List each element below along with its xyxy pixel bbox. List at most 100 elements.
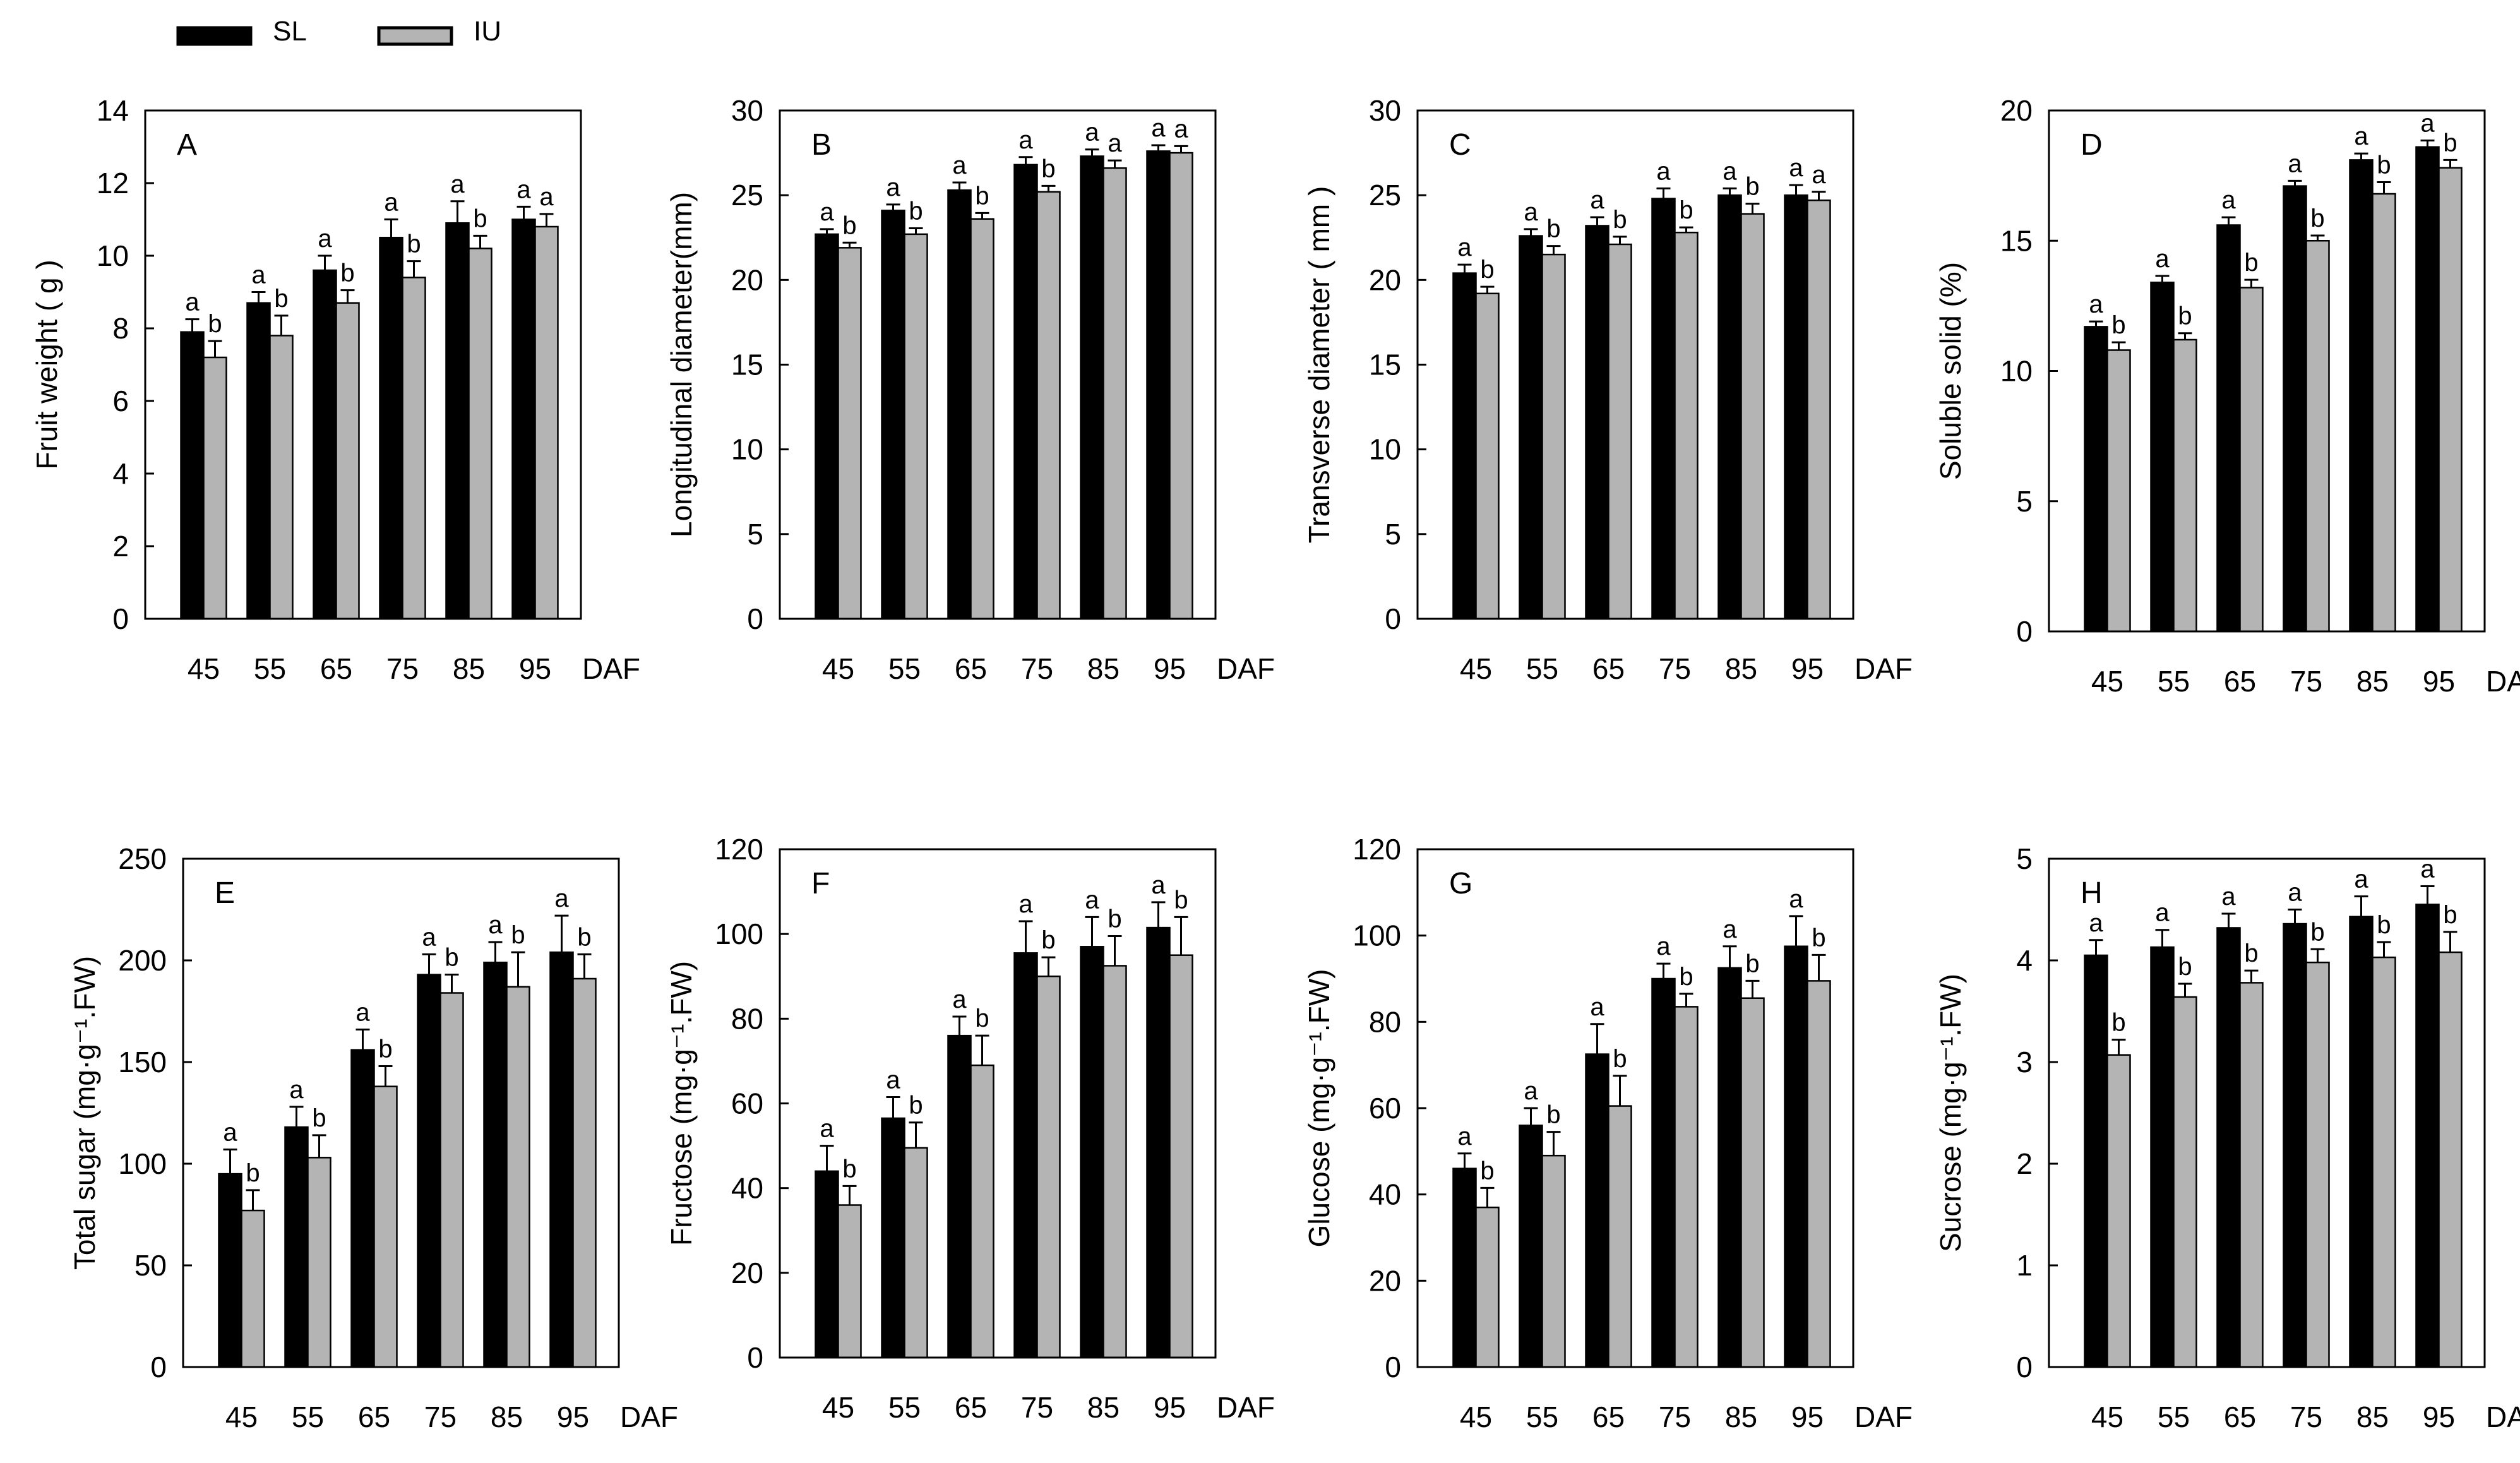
bar	[1519, 235, 1543, 620]
y-axis-title: Transverse diameter ( mm )	[1303, 186, 1335, 544]
y-tick-label: 60	[1369, 1092, 1401, 1125]
y-tick-label: 25	[1369, 179, 1401, 212]
x-tick-label: 65	[358, 1400, 390, 1433]
bar	[1651, 198, 1676, 620]
y-tick-label: 10	[731, 433, 763, 466]
y-tick-label: 30	[731, 94, 763, 127]
bar	[1452, 272, 1477, 620]
significance-letter: b	[2178, 953, 2192, 981]
legend-swatch-iu	[377, 26, 453, 46]
panel-label: H	[2081, 876, 2103, 910]
y-axis-title: Sucrose (mg·g⁻¹.FW)	[1934, 974, 1967, 1252]
significance-letter: a	[2089, 909, 2103, 937]
significance-letter: a	[1085, 886, 1099, 914]
significance-letter: b	[274, 285, 288, 313]
bar	[549, 951, 574, 1368]
bar	[904, 1147, 928, 1359]
significance-letter: b	[2443, 129, 2457, 157]
bar	[2216, 927, 2241, 1368]
bar	[468, 248, 493, 620]
y-axis-title: Fructose (mg·g⁻¹.FW)	[665, 961, 698, 1246]
bar	[2438, 951, 2463, 1368]
bar	[2305, 961, 2330, 1368]
y-tick-label: 40	[731, 1172, 763, 1205]
significance-letter: b	[1480, 256, 1494, 284]
x-tick-label: 75	[1021, 1391, 1053, 1424]
y-tick-label: 20	[731, 1257, 763, 1289]
significance-letter: b	[1174, 886, 1188, 914]
y-tick-label: 1	[2016, 1249, 2033, 1282]
y-tick-label: 5	[747, 518, 763, 551]
panel-label: B	[811, 128, 832, 162]
significance-letter: b	[1546, 215, 1560, 243]
bar	[2150, 282, 2175, 633]
y-tick-label: 10	[2000, 355, 2033, 388]
significance-letter: a	[2420, 855, 2435, 883]
bar	[335, 302, 360, 620]
significance-letter: b	[473, 205, 487, 232]
bar	[203, 356, 227, 620]
bar	[815, 233, 839, 620]
bar	[1717, 967, 1742, 1368]
bar	[1146, 926, 1171, 1359]
x-tick-label: 75	[424, 1400, 457, 1433]
x-tick-label: 55	[1526, 1400, 1558, 1433]
x-tick-label: 45	[2091, 1400, 2123, 1433]
x-tick-label: 65	[1592, 1400, 1625, 1433]
y-tick-label: 150	[118, 1046, 167, 1078]
y-tick-label: 2	[2016, 1147, 2033, 1180]
significance-letter: a	[1151, 871, 1166, 899]
x-axis-label: DAF	[2486, 665, 2520, 698]
bar	[1784, 945, 1808, 1368]
significance-letter: a	[1789, 154, 1803, 182]
bar	[2239, 982, 2264, 1368]
panel-h: aaaaaabbbbbb012345455565758595DAFHSucros…	[1934, 842, 2520, 1433]
significance-letter: a	[952, 986, 967, 1013]
y-tick-label: 20	[1369, 263, 1401, 296]
y-tick-label: 15	[731, 349, 763, 381]
panel-label: A	[177, 128, 197, 162]
bar	[2349, 916, 2374, 1368]
bar	[837, 247, 862, 620]
y-tick-label: 2	[112, 530, 129, 563]
y-tick-label: 15	[1369, 349, 1401, 381]
x-axis-label: DAF	[2486, 1400, 2520, 1433]
significance-letter: b	[2244, 249, 2258, 277]
bar	[1784, 194, 1808, 620]
significance-letter: a	[185, 289, 200, 316]
bar	[837, 1204, 862, 1359]
y-tick-label: 80	[1369, 1005, 1401, 1038]
bar	[2283, 185, 2307, 633]
y-axis-title: Fruit weight ( g )	[30, 260, 63, 469]
x-tick-label: 95	[1791, 1400, 1824, 1433]
legend-swatch-sl	[176, 26, 253, 46]
x-tick-label: 65	[320, 652, 352, 685]
x-tick-label: 85	[2356, 665, 2389, 698]
x-tick-label: 85	[491, 1400, 523, 1433]
significance-letter: a	[1789, 885, 1803, 913]
bar	[2372, 956, 2396, 1368]
significance-letter: b	[909, 197, 923, 225]
x-tick-label: 45	[822, 652, 854, 685]
bar	[1013, 952, 1038, 1359]
x-tick-label: 75	[2290, 665, 2322, 698]
x-tick-label: 95	[557, 1400, 589, 1433]
bar	[2084, 954, 2108, 1368]
significance-letter: a	[886, 1066, 900, 1094]
significance-letter: b	[2244, 940, 2258, 967]
bar	[1806, 199, 1831, 620]
panel-label: G	[1449, 867, 1472, 900]
bar	[572, 977, 597, 1368]
bar	[2349, 159, 2374, 633]
panel-d: aaaaaabbbbbb05101520455565758595DAFDSolu…	[1934, 94, 2520, 698]
significance-letter: b	[1546, 1101, 1560, 1129]
significance-letter: a	[1108, 129, 1122, 157]
significance-letter: a	[820, 198, 834, 226]
significance-letter: b	[1812, 924, 1825, 952]
x-tick-label: 95	[2423, 665, 2455, 698]
x-tick-label: 65	[2224, 1400, 2256, 1433]
significance-letter: a	[1174, 115, 1188, 143]
bar	[2150, 946, 2175, 1368]
